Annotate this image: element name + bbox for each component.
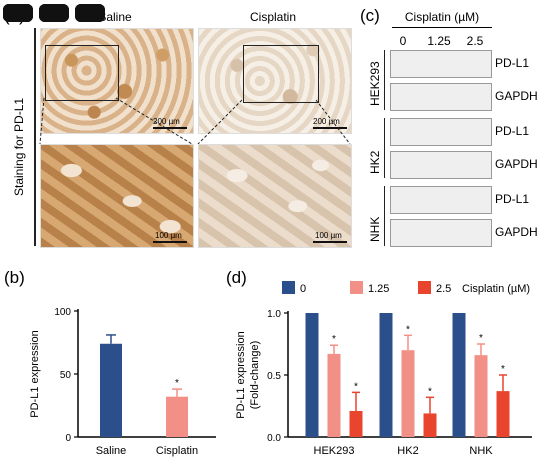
chart-d-sig-hek293-1: * xyxy=(332,334,336,345)
chart-d-legend-swatch-2 xyxy=(418,281,431,294)
chart-d-bar-hk2-2 xyxy=(423,413,437,437)
chart-d-xlabel-nhk: NHK xyxy=(469,445,493,457)
chart-d-ytick-label-0: 0.0 xyxy=(267,433,281,444)
blot-strip-hk2-gapdh xyxy=(390,151,492,179)
chart-d-bar-nhk-1 xyxy=(474,355,488,437)
chart-d-bar-hek293-2 xyxy=(349,410,363,437)
chart-d-legend-label-0: 0 xyxy=(300,283,306,295)
band-label-hk2-0: PD-L1 xyxy=(495,124,530,138)
band-label-hek293-1: GAPDH xyxy=(495,89,538,103)
chart-d-legend-suffix: Cisplatin (µM) xyxy=(462,283,530,295)
scale-text-cisplatin-top: 200 µm xyxy=(313,117,340,126)
chart-b-sig-cisplatin: * xyxy=(175,378,179,389)
chart-d-bar-hek293-0 xyxy=(305,313,319,437)
chart-d-ytick-label-2: 1.0 xyxy=(267,309,281,320)
cell-line-rule-1 xyxy=(384,118,385,178)
zoom-box-cisplatin xyxy=(243,45,319,103)
cell-line-rule-2 xyxy=(384,186,385,246)
chart-d-legend-label-2: 2.5 xyxy=(436,283,451,295)
blot-strip-hek293-gapdh xyxy=(390,83,492,111)
scale-text-saline-top: 200 µm xyxy=(153,117,180,126)
scale-bar-cisplatin-bottom xyxy=(313,241,347,243)
scale-bar-saline-bottom xyxy=(153,241,187,243)
chart-b-bar-cisplatin xyxy=(166,396,188,437)
band-nhk-1-2 xyxy=(75,4,105,22)
band-label-hk2-1: GAPDH xyxy=(495,157,538,171)
chart-d-sig-nhk-2: * xyxy=(501,364,505,375)
chart-d-sig-nhk-1: * xyxy=(479,333,483,344)
scale-text-cisplatin-bottom: 100 µm xyxy=(315,231,342,240)
chart-d-sig-hk2-1: * xyxy=(406,324,410,335)
panel-b-letter: (b) xyxy=(4,268,25,287)
chart-d-ylabel2: (Fold-change) xyxy=(249,341,261,409)
band-label-nhk-1: GAPDH xyxy=(495,225,538,239)
chart-b-ytick-label-2: 100 xyxy=(54,307,71,318)
dose-label-2: 2.5 xyxy=(466,34,484,48)
chart-b-ylabel: PD-L1 expression xyxy=(29,330,41,417)
band-nhk-1-1 xyxy=(39,4,69,22)
col-header-cisplatin: Cisplatin xyxy=(249,10,297,24)
chart-d-ytick-label-1: 0.5 xyxy=(267,371,281,382)
chart-d-legend-swatch-0 xyxy=(282,281,295,294)
chart-d-legend-label-1: 1.25 xyxy=(368,283,389,295)
blot-header: Cisplatin (µM) xyxy=(404,10,480,24)
chart-d-bar-hk2-0 xyxy=(379,313,393,437)
chart-b-xlabel-cisplatin: Cisplatin xyxy=(156,445,198,457)
panel-d-letter: (d) xyxy=(226,268,247,287)
blot-strip-nhk-gapdh xyxy=(390,219,492,247)
scale-bar-cisplatin-top xyxy=(313,127,347,129)
chart-b-bar-saline xyxy=(100,343,122,437)
scale-text-saline-bottom: 100 µm xyxy=(155,231,182,240)
chart-d-sig-hk2-2: * xyxy=(428,386,432,397)
dose-label-0: 0 xyxy=(399,34,407,48)
chart-d-xlabel-hk2: HK2 xyxy=(397,445,418,457)
chart-d-ylabel: PD-L1 expression xyxy=(235,331,247,418)
panel-a-vertical-rule xyxy=(34,28,36,246)
chart-d-legend-swatch-1 xyxy=(350,281,363,294)
micrograph-cisplatin-low: 200 µm xyxy=(198,28,352,134)
col-header-saline: Saline xyxy=(98,10,132,24)
chart-d-bar-hk2-1 xyxy=(401,350,415,437)
chart-d-bar-nhk-0 xyxy=(452,313,466,437)
blot-strip-nhk-pdl1 xyxy=(390,186,492,214)
chart-b-ytick-label-0: 0 xyxy=(65,433,71,444)
panel-c-letter: (c) xyxy=(360,6,380,25)
band-label-hek293-0: PD-L1 xyxy=(495,56,530,70)
micrograph-cisplatin-high: 100 µm xyxy=(198,144,352,248)
band-nhk-1-0 xyxy=(3,4,33,22)
chart-b-xlabel-saline: Saline xyxy=(96,445,127,457)
band-label-nhk-0: PD-L1 xyxy=(495,192,530,206)
dose-label-1: 1.25 xyxy=(427,34,451,48)
chart-d-bar-nhk-2 xyxy=(496,391,510,437)
chart-d-bar-hek293-1 xyxy=(327,353,341,437)
chart-b-ytick-label-1: 50 xyxy=(60,370,72,381)
chart-d-sig-hek293-2: * xyxy=(354,381,358,392)
micrograph-saline-high: 100 µm xyxy=(40,144,194,248)
zoom-box-saline xyxy=(45,45,119,101)
blot-header-rule xyxy=(392,27,492,28)
scale-bar-saline-top xyxy=(153,127,187,129)
blot-strip-hek293-pdl1 xyxy=(390,50,492,78)
micrograph-saline-low: 200 µm xyxy=(40,28,194,134)
blot-strip-hk2-pdl1 xyxy=(390,118,492,146)
cell-line-rule-0 xyxy=(384,50,385,110)
chart-d-xlabel-hek293: HEK293 xyxy=(314,445,355,457)
